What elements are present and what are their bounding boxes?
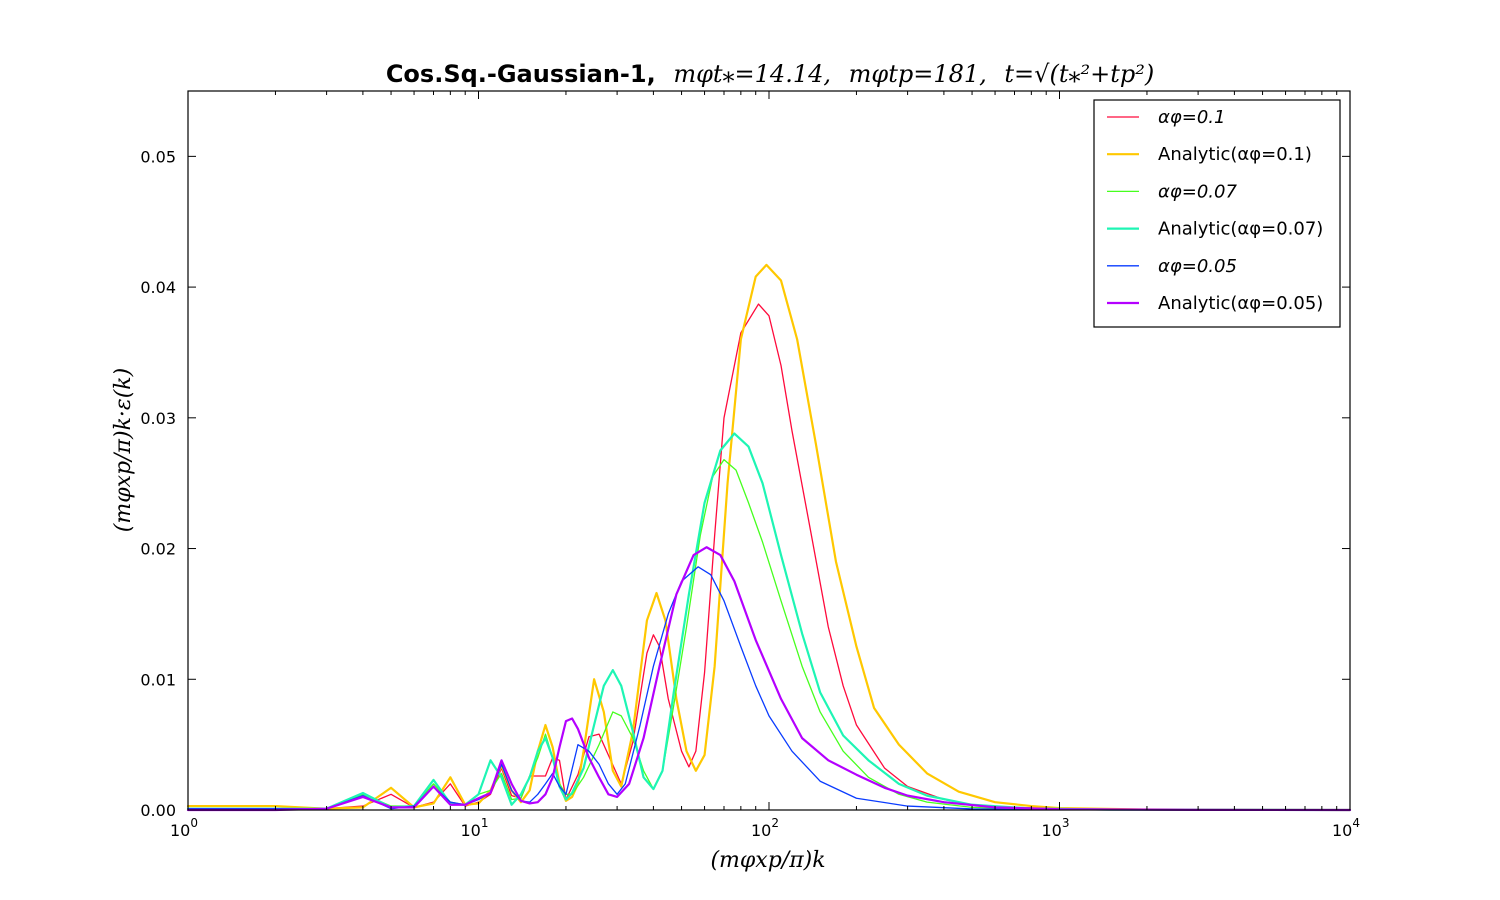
y-axis-label: (mφxp/π)k·ε(k) <box>111 368 136 532</box>
plot-lines <box>186 263 1352 812</box>
chart-title-part3: t=√(t⁎²+tp²) <box>1004 60 1154 88</box>
chart-title: Cos.Sq.-Gaussian-1, mφt⁎=14.14, mφtp=181… <box>386 60 1154 88</box>
x-axis-label: (mφxp/π)k <box>710 848 825 873</box>
legend-label-1: αφ=0.1 <box>1158 107 1225 128</box>
y-tick-label: 0.01 <box>140 670 176 689</box>
legend-label-2: Analytic(αφ=0.1) <box>1158 144 1312 165</box>
x-tick-exponent: 1 <box>481 816 489 830</box>
y-tick-label: 0.03 <box>140 409 176 428</box>
chart-title-bold: Cos.Sq.-Gaussian-1, <box>386 60 656 88</box>
legend: αφ=0.1 Analytic(αφ=0.1) αφ=0.07 Analytic(αφ… <box>1093 99 1341 328</box>
legend-box <box>1093 99 1341 328</box>
y-tick-label: 0.04 <box>140 278 176 297</box>
chart-title-part1: mφt⁎=14.14, <box>673 60 831 88</box>
series-line-2 <box>186 263 1352 812</box>
x-tick-exponent: 2 <box>771 816 779 830</box>
legend-label-4: Analytic(αφ=0.07) <box>1158 219 1323 240</box>
x-tick-exponent: 4 <box>1352 816 1360 830</box>
y-tick-label: 0.00 <box>140 801 176 820</box>
legend-label-6: Analytic(αφ=0.05) <box>1158 293 1323 314</box>
y-axis: 0.00 0.01 0.02 0.03 0.04 0.05 <box>140 147 1350 820</box>
series-line-6 <box>186 546 1352 812</box>
y-tick-label: 0.02 <box>140 540 176 559</box>
legend-label-3: αφ=0.07 <box>1158 181 1237 202</box>
x-tick-exponent: 0 <box>190 816 198 830</box>
chart-title-part2: mφtp=181, <box>849 60 987 88</box>
series-line-5 <box>187 566 1351 811</box>
x-tick-exponent: 3 <box>1062 816 1070 830</box>
legend-label-5: αφ=0.05 <box>1158 256 1237 277</box>
y-tick-label: 0.05 <box>140 147 176 166</box>
